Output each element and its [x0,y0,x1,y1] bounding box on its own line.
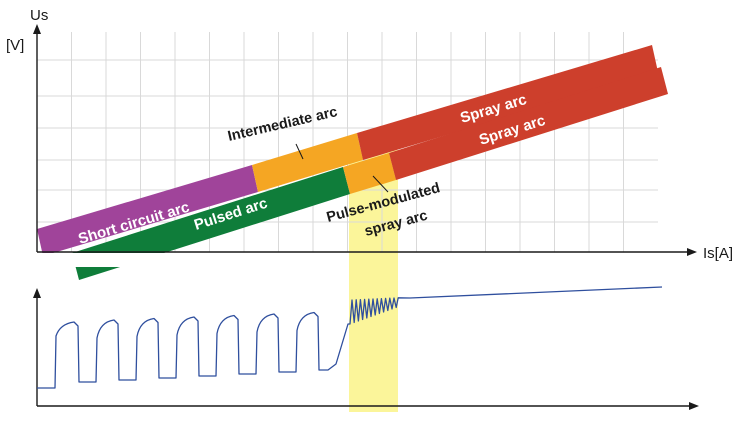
intermediate-arc-leader [295,143,304,160]
pulse-modulated-highlight [349,150,398,412]
axis-mask-strip [349,253,398,267]
spray-arc-upper-segment [357,45,658,160]
top-axes [33,24,697,256]
pulse-modulated-spray-arc-segment [343,153,396,194]
axis-mask-right [398,253,698,267]
is-axis-arrow-icon [687,248,697,256]
bottom-x-axis-arrow-icon [689,402,699,410]
upper-band [37,45,658,256]
pulse-modulated-leader [372,175,389,193]
current-waveform [37,286,663,389]
spray-arc-lower-segment [389,67,668,180]
short-circuit-arc-segment [37,165,258,256]
intermediate-arc-label: Intermediate arc [226,104,339,145]
bottom-y-axis-arrow-icon [33,288,41,298]
axis-mask [30,253,370,267]
is-axis-label: Is[A] [703,245,733,262]
us-axis-arrow-icon [33,24,41,34]
intermediate-arc-upper-segment [252,133,363,192]
us-axis-label: Us [30,7,48,24]
us-axis-unit: [V] [6,37,24,54]
